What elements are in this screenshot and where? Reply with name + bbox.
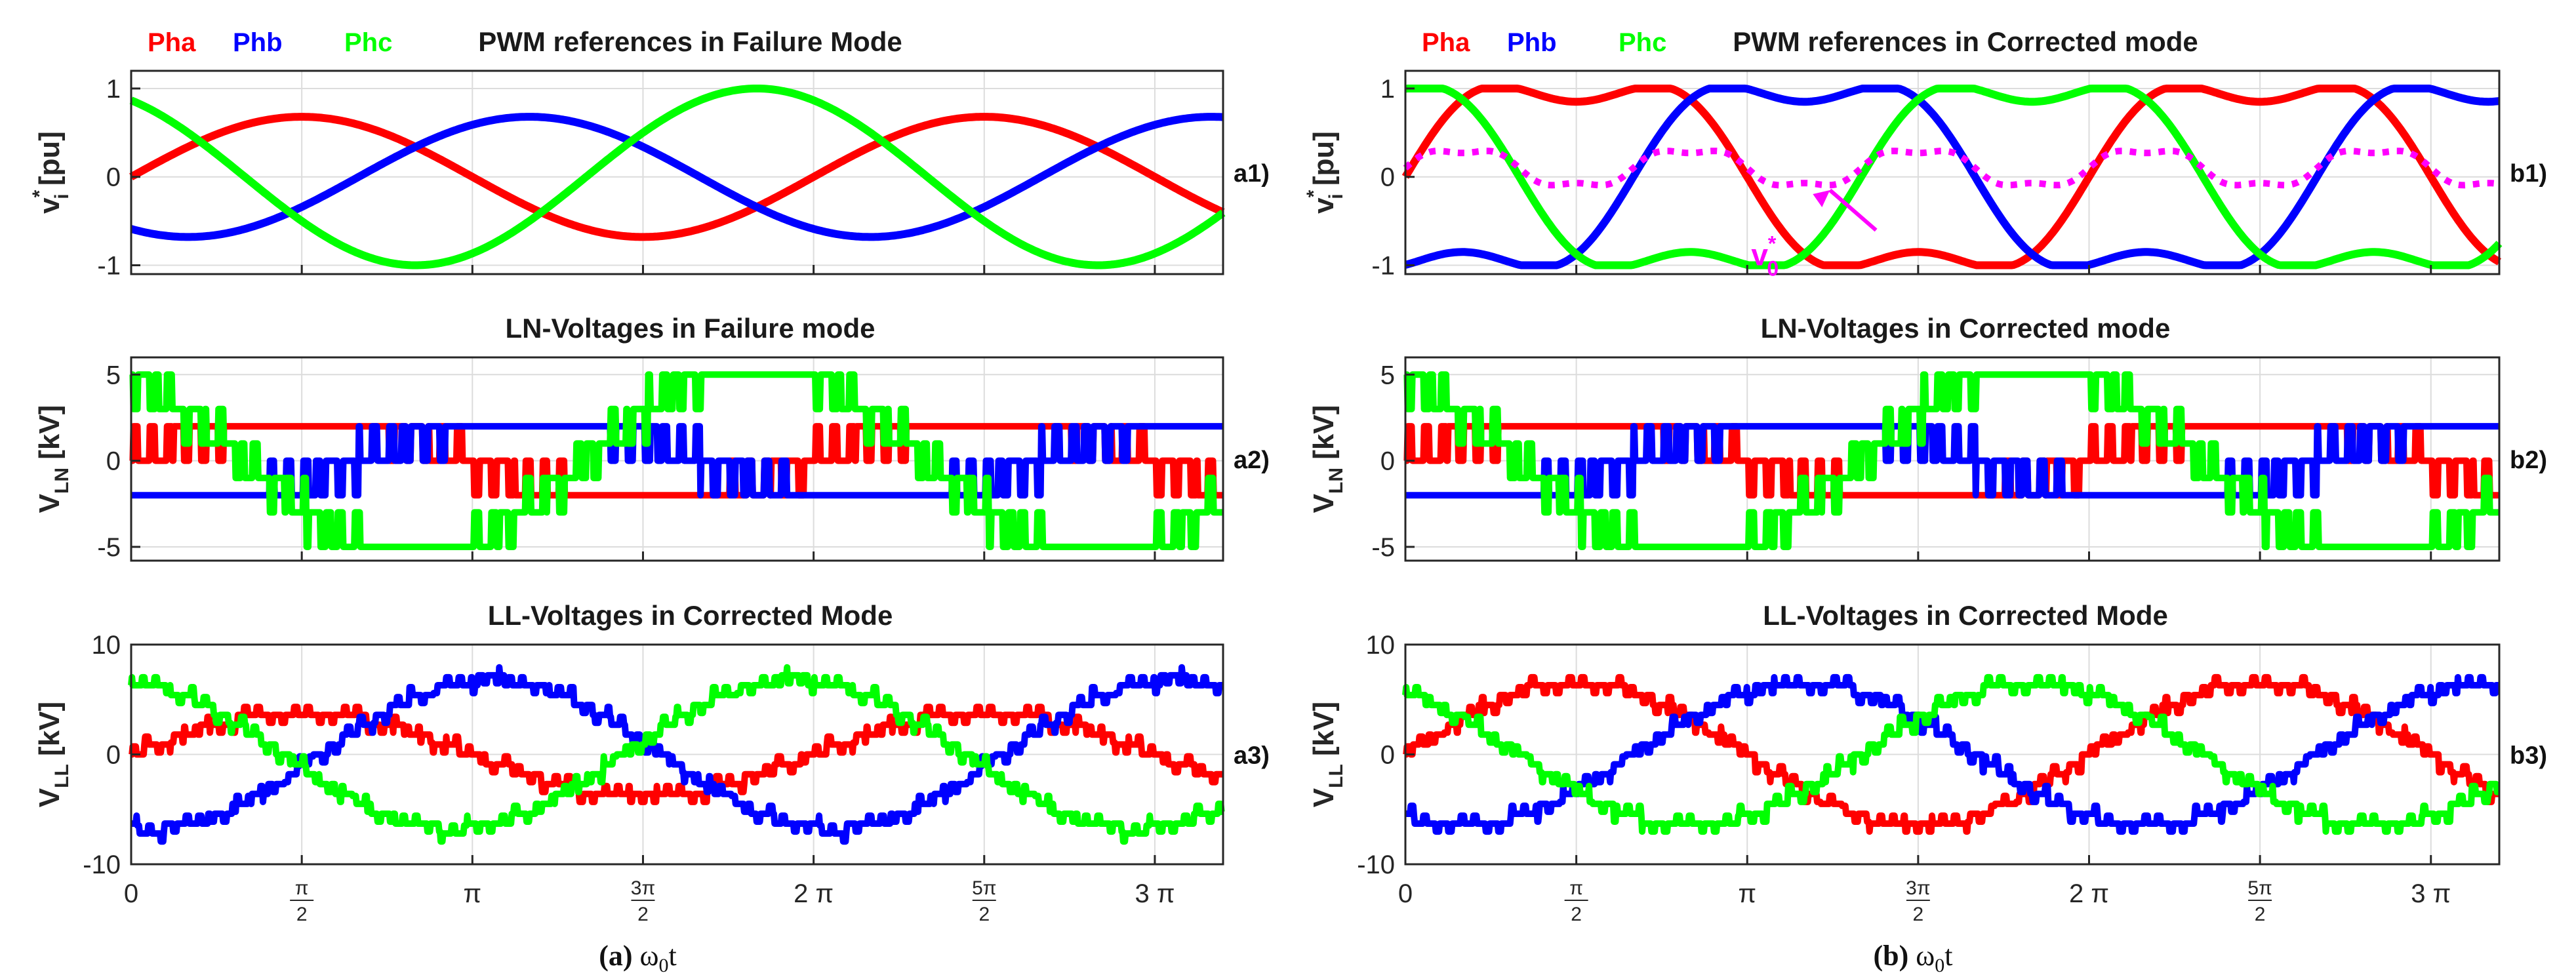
series-phb — [129, 113, 1225, 241]
x-tick-label: 2 π — [794, 879, 834, 908]
x-tick-label: 2 π — [2069, 879, 2109, 908]
axes-box — [1404, 356, 2501, 562]
series-pha — [129, 704, 1226, 805]
chart-title: PWM references in Failure Mode — [478, 26, 902, 57]
axes-box — [130, 356, 1224, 562]
y-tick-label: 0 — [1380, 163, 1395, 192]
panel-label: b2) — [2510, 447, 2547, 474]
y-tick-label: 1 — [106, 75, 121, 104]
x-tick-label-num: 3π — [1906, 877, 1930, 899]
legend-phb: Phb — [233, 28, 283, 57]
y-tick-label: -5 — [97, 533, 121, 562]
y-tick-label: 10 — [1366, 631, 1396, 660]
series-phc — [129, 85, 1226, 270]
x-tick-label: 0 — [124, 879, 138, 908]
series-phc — [1403, 371, 2502, 550]
x-tick-label-den: 2 — [978, 904, 990, 925]
y-tick-label: -1 — [1371, 252, 1395, 281]
y-tick-label: 1 — [1380, 75, 1395, 104]
y-tick-label: 0 — [106, 447, 121, 476]
series-phb — [1403, 673, 2502, 835]
y-tick-label: -10 — [83, 850, 121, 879]
y-tick-label: 0 — [106, 163, 121, 192]
legend-phc: Phc — [1619, 28, 1666, 57]
y-tick-label: 0 — [106, 741, 121, 770]
series-phc — [129, 371, 1226, 550]
x-tick-label: 3 π — [2411, 879, 2451, 908]
legend-pha: Pha — [1422, 28, 1470, 57]
series-phc — [1403, 85, 2503, 270]
y-tick-label: 5 — [1380, 361, 1395, 390]
chart-title: LN-Voltages in Corrected mode — [1761, 313, 2171, 344]
series-phb — [129, 423, 1226, 499]
series-phc — [1402, 673, 2502, 835]
panel-b3: -10 0 10 LL-Voltages in Corrected Mode VLL [… — [1308, 600, 2547, 879]
axes-box — [130, 70, 1224, 275]
series-pha — [1401, 85, 2501, 270]
chart-title: LL-Voltages in Corrected Mode — [488, 600, 893, 631]
y-axis-label: v*i [pu] — [1303, 131, 1347, 214]
chart-title: LN-Voltages in Failure mode — [506, 313, 875, 344]
series-pha — [129, 113, 1225, 241]
panel-label: a1) — [1234, 160, 1270, 188]
series-phb — [1403, 85, 2501, 270]
caption-a: (a) ω0t — [599, 940, 677, 976]
panel-a3: -10 0 10 LL-Voltages in Corrected Mode VLL [… — [33, 600, 1270, 879]
series-v0star — [1403, 148, 2501, 189]
panel-a1: -1 0 1 PWM references in Failure Mode v*i [p… — [29, 26, 1270, 281]
x-tick-label-den: 2 — [637, 904, 649, 925]
x-tick-label-num: π — [1569, 877, 1583, 899]
v0-arrowhead — [1813, 190, 1830, 207]
panel-label: b3) — [2510, 742, 2547, 770]
x-tick-label-num: 5π — [2247, 877, 2272, 899]
y-tick-label: 10 — [92, 631, 121, 660]
x-tick-label: 3 π — [1135, 879, 1175, 908]
chart-title: LL-Voltages in Corrected Mode — [1763, 600, 2168, 631]
x-tick-label-den: 2 — [1913, 904, 1924, 925]
legend-phb: Phb — [1507, 28, 1557, 57]
caption-b: (b) ω0t — [1874, 940, 1953, 976]
x-tick-label: 0 — [1398, 879, 1413, 908]
x-tick-label: π — [464, 879, 482, 908]
y-tick-label: 0 — [1380, 447, 1395, 476]
x-tick-label-num: π — [295, 877, 309, 899]
panel-b2: -5 0 5 LN-Voltages in Corrected mode VLN [kV… — [1308, 313, 2547, 562]
panel-label: b1) — [2510, 160, 2547, 188]
panel-label: a3) — [1234, 742, 1270, 770]
legend-pha: Pha — [148, 28, 196, 57]
panel-label: a2) — [1234, 447, 1270, 474]
x-tick-label-num: 5π — [972, 877, 996, 899]
x-tick-label: π — [1738, 879, 1756, 908]
x-tick-labels-a: 0 π 2 π 3π 2 2 π 5π 2 3 π (a) ω0t — [124, 877, 1175, 976]
y-axis-label: VLL [kV] — [33, 702, 73, 807]
y-tick-label: 0 — [1380, 741, 1395, 770]
y-tick-label: -1 — [97, 252, 121, 281]
y-axis-label: VLN [kV] — [1308, 405, 1347, 513]
axes-box — [1404, 70, 2501, 275]
panel-b1: -1 0 1 PWM references in Corrected mode v*i … — [1303, 26, 2547, 281]
y-tick-label: -5 — [1371, 533, 1395, 562]
x-tick-labels-b: 0 π 2 π 3π 2 2 π 5π 2 3 π (b) ω0t — [1398, 877, 2451, 976]
panel-a2: -5 0 5 LN-Voltages in Failure mode VLN [kV] a… — [33, 313, 1270, 562]
v0-label: v* 0 — [1751, 232, 1779, 281]
legend-phc: Phc — [344, 28, 392, 57]
y-axis-label: VLN [kV] — [33, 405, 73, 513]
x-tick-label-den: 2 — [1571, 904, 1582, 925]
series-phc — [128, 664, 1226, 845]
y-tick-label: -10 — [1357, 850, 1395, 879]
v0-arrow — [1828, 188, 1878, 232]
series-pha — [1403, 673, 2502, 835]
x-tick-label-num: 3π — [631, 877, 655, 899]
series-phb — [129, 664, 1226, 845]
y-axis-label: v*i [pu] — [29, 131, 73, 214]
y-axis-label: VLL [kV] — [1308, 702, 1347, 807]
series-phb — [1403, 423, 2502, 499]
x-tick-label-den: 2 — [296, 904, 308, 925]
y-tick-label: 5 — [106, 361, 121, 390]
x-tick-label-den: 2 — [2255, 904, 2266, 925]
chart-title: PWM references in Corrected mode — [1733, 26, 2198, 57]
